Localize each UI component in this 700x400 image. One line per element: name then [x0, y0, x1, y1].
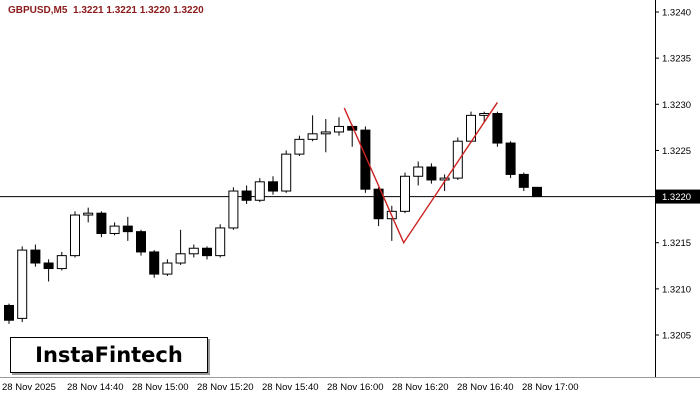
symbol-quote-header: GBPUSD,M5 1.3221 1.3221 1.3220 1.3220	[8, 5, 204, 16]
candle-body	[96, 212, 107, 234]
candle-body	[373, 188, 384, 220]
candle-body	[109, 225, 120, 234]
candle-body	[479, 113, 490, 116]
candle-body	[228, 190, 239, 229]
candle-body	[452, 140, 463, 179]
candle-body	[400, 175, 410, 212]
price-tick-label: 1.3210	[662, 284, 691, 295]
candle-body	[149, 251, 160, 275]
candle-body	[307, 133, 318, 140]
price-tick-label: 1.3205	[662, 331, 691, 342]
candle-body	[320, 131, 331, 135]
candle-body	[83, 212, 94, 216]
time-tick-label: 28 Nov 2025	[2, 382, 56, 393]
candle-body	[43, 262, 54, 270]
candle-body	[162, 262, 173, 275]
time-tick-label: 28 Nov 14:40	[67, 382, 124, 393]
candle-body	[360, 129, 371, 190]
candle-body	[334, 125, 344, 133]
candle-body	[215, 227, 226, 257]
candle-body	[188, 247, 199, 255]
broker-logo: InstaFintech	[10, 337, 208, 373]
candle-body	[532, 186, 542, 198]
time-tick-label: 28 Nov 15:20	[197, 382, 254, 393]
candle-body	[70, 214, 80, 257]
candle-body	[254, 181, 265, 201]
candle-body	[492, 113, 503, 144]
candle-body	[175, 253, 186, 264]
candle-body	[294, 138, 305, 155]
candle-body	[4, 304, 14, 321]
time-tick-label: 28 Nov 17:00	[522, 382, 579, 393]
price-tick-label: 1.3215	[662, 238, 691, 249]
time-tick-label: 28 Nov 15:00	[132, 382, 189, 393]
broker-logo-text: InstaFintech	[35, 343, 183, 367]
time-tick-label: 28 Nov 16:20	[392, 382, 449, 393]
candle-body	[413, 166, 424, 177]
time-tick-label: 28 Nov 16:40	[457, 382, 514, 393]
candle-body	[439, 177, 450, 181]
price-tick-label: 1.3235	[662, 54, 691, 65]
candle-body	[518, 173, 529, 188]
candle-body	[505, 142, 516, 175]
zigzag-indicator-line	[343, 102, 498, 245]
time-tick-label: 28 Nov 16:00	[327, 382, 384, 393]
time-tick-label: 28 Nov 15:40	[262, 382, 319, 393]
price-tick-label: 1.3230	[662, 100, 691, 111]
candle-body	[241, 190, 252, 201]
price-tick-label: 1.3240	[662, 8, 691, 19]
candle-body	[30, 249, 41, 264]
candle-body	[56, 255, 67, 270]
candle-body	[268, 181, 278, 192]
current-price-badge-label: 1.3220	[662, 192, 691, 203]
candle-body	[17, 249, 28, 319]
candle-body	[281, 153, 292, 192]
candle-body	[426, 166, 437, 181]
current-price-badge	[656, 189, 700, 204]
candle-body	[122, 225, 133, 233]
price-tick-label: 1.3225	[662, 146, 691, 157]
candle-body	[202, 247, 212, 257]
candle-body	[136, 231, 146, 253]
